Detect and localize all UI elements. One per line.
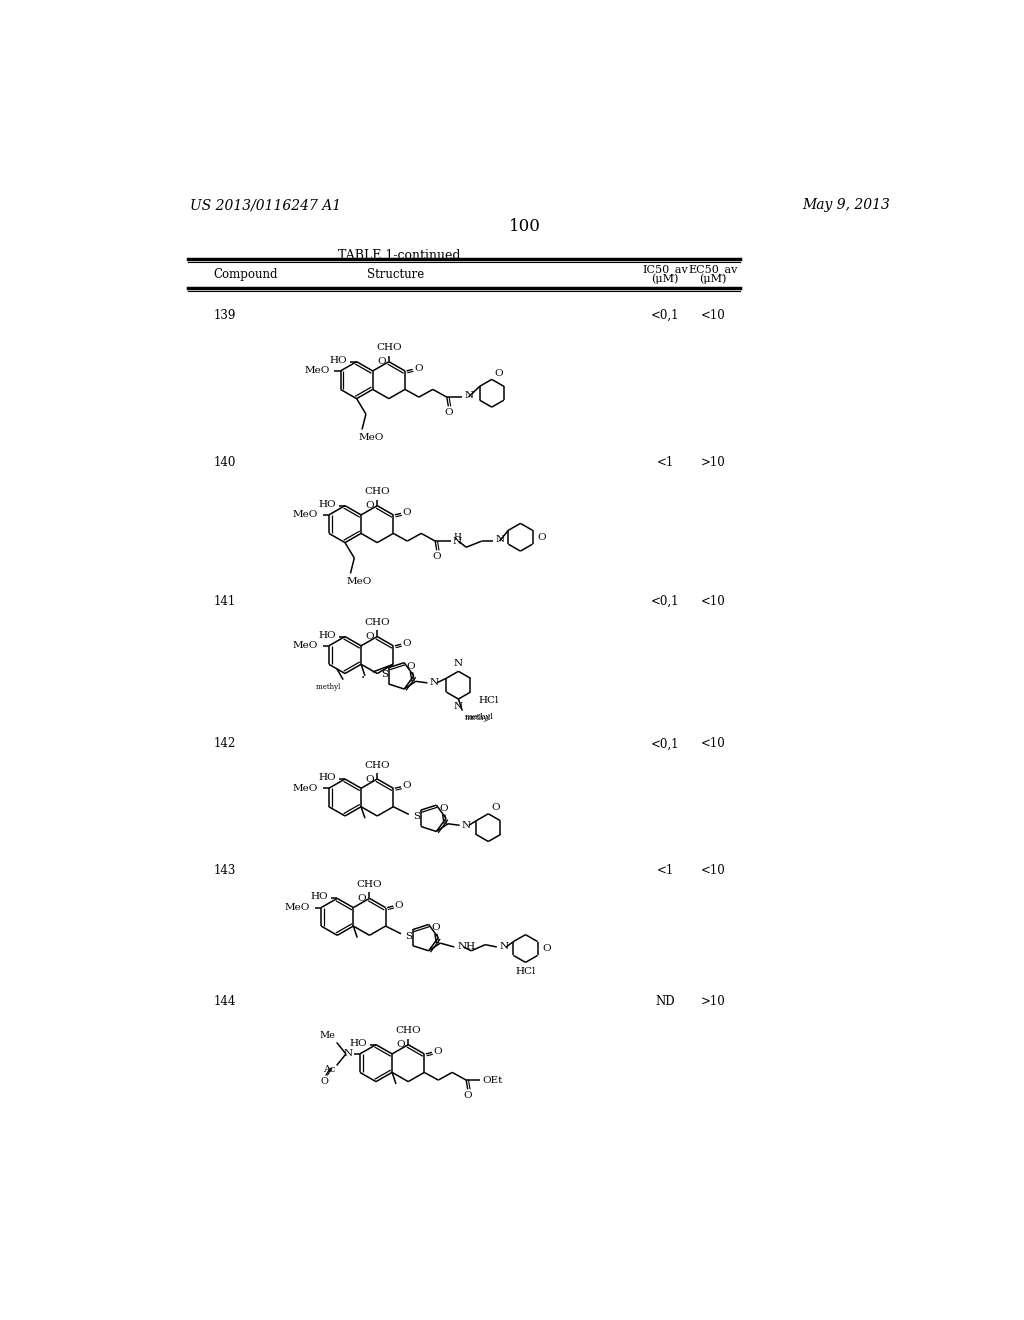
Text: 140: 140	[213, 457, 236, 470]
Text: O: O	[432, 552, 441, 561]
Text: O: O	[366, 632, 374, 642]
Text: MeO: MeO	[293, 642, 318, 651]
Text: MeO: MeO	[346, 577, 372, 586]
Text: <1: <1	[656, 457, 674, 470]
Text: MeO: MeO	[358, 433, 384, 441]
Text: >10: >10	[700, 995, 725, 1008]
Text: ND: ND	[655, 995, 675, 1008]
Text: MeO: MeO	[293, 784, 318, 793]
Text: OEt: OEt	[482, 1076, 503, 1085]
Text: (μM): (μM)	[651, 275, 679, 285]
Text: N: N	[453, 537, 462, 546]
Text: EC50_av: EC50_av	[688, 264, 738, 276]
Text: methyl: methyl	[465, 713, 494, 721]
Text: <0,1: <0,1	[651, 738, 679, 751]
Text: CHO: CHO	[376, 343, 401, 352]
Text: S: S	[413, 812, 420, 821]
Text: <10: <10	[700, 738, 725, 751]
Text: N: N	[454, 702, 463, 711]
Text: O: O	[444, 408, 453, 417]
Text: O: O	[492, 804, 500, 812]
Text: N: N	[496, 535, 505, 544]
Text: 139: 139	[213, 309, 236, 322]
Text: O: O	[402, 781, 412, 791]
Text: CHO: CHO	[365, 760, 390, 770]
Text: ·: ·	[361, 671, 366, 685]
Text: O: O	[439, 804, 447, 813]
Text: >10: >10	[700, 457, 725, 470]
Text: Ac: Ac	[323, 1065, 335, 1074]
Text: N: N	[499, 942, 508, 952]
Text: N: N	[465, 391, 474, 400]
Text: methyl: methyl	[465, 714, 490, 722]
Text: methyl: methyl	[316, 682, 345, 690]
Text: <0,1: <0,1	[651, 595, 679, 609]
Text: MeO: MeO	[293, 511, 318, 519]
Text: O: O	[395, 900, 403, 909]
Text: <10: <10	[700, 865, 725, 878]
Text: HCl: HCl	[515, 968, 536, 975]
Text: O: O	[357, 894, 367, 903]
Text: O: O	[431, 924, 440, 932]
Text: O: O	[321, 1077, 328, 1086]
Text: HO: HO	[310, 892, 328, 902]
Text: H: H	[453, 533, 461, 541]
Text: N: N	[462, 821, 471, 830]
Text: N: N	[430, 678, 439, 688]
Text: TABLE 1-continued: TABLE 1-continued	[338, 249, 461, 263]
Text: O: O	[464, 1090, 472, 1100]
Text: CHO: CHO	[395, 1027, 421, 1035]
Text: O: O	[415, 364, 423, 374]
Text: O: O	[407, 661, 416, 671]
Text: HO: HO	[318, 774, 336, 781]
Text: O: O	[366, 502, 374, 510]
Text: O: O	[433, 1047, 442, 1056]
Text: IC50_av: IC50_av	[642, 264, 688, 276]
Text: CHO: CHO	[365, 618, 390, 627]
Text: O: O	[543, 944, 551, 953]
Text: 144: 144	[213, 995, 236, 1008]
Text: O: O	[495, 368, 504, 378]
Text: MeO: MeO	[285, 903, 310, 912]
Text: HO: HO	[318, 631, 336, 639]
Text: CHO: CHO	[365, 487, 390, 496]
Text: O: O	[538, 533, 546, 541]
Text: NH: NH	[458, 942, 475, 952]
Text: 143: 143	[213, 865, 236, 878]
Text: CHO: CHO	[356, 880, 382, 890]
Text: US 2013/0116247 A1: US 2013/0116247 A1	[190, 198, 341, 213]
Text: HCl: HCl	[478, 696, 499, 705]
Text: Me: Me	[319, 1031, 335, 1040]
Text: HO: HO	[318, 500, 336, 508]
Text: O: O	[366, 775, 374, 784]
Text: <10: <10	[700, 595, 725, 609]
Text: May 9, 2013: May 9, 2013	[802, 198, 890, 213]
Text: MeO: MeO	[304, 367, 330, 375]
Text: O: O	[402, 639, 412, 648]
Text: N: N	[454, 659, 463, 668]
Text: O: O	[377, 358, 386, 366]
Text: Structure: Structure	[367, 268, 424, 281]
Text: S: S	[381, 671, 388, 678]
Text: HO: HO	[330, 355, 347, 364]
Text: N: N	[343, 1049, 352, 1059]
Text: 141: 141	[213, 595, 236, 609]
Text: O: O	[396, 1040, 406, 1049]
Text: (μM): (μM)	[699, 275, 727, 285]
Text: <10: <10	[700, 309, 725, 322]
Text: <0,1: <0,1	[651, 309, 679, 322]
Text: 142: 142	[213, 738, 236, 751]
Text: Compound: Compound	[213, 268, 278, 281]
Text: <1: <1	[656, 865, 674, 878]
Text: 100: 100	[509, 218, 541, 235]
Text: O: O	[402, 508, 412, 517]
Text: S: S	[406, 932, 413, 941]
Text: HO: HO	[349, 1039, 367, 1048]
